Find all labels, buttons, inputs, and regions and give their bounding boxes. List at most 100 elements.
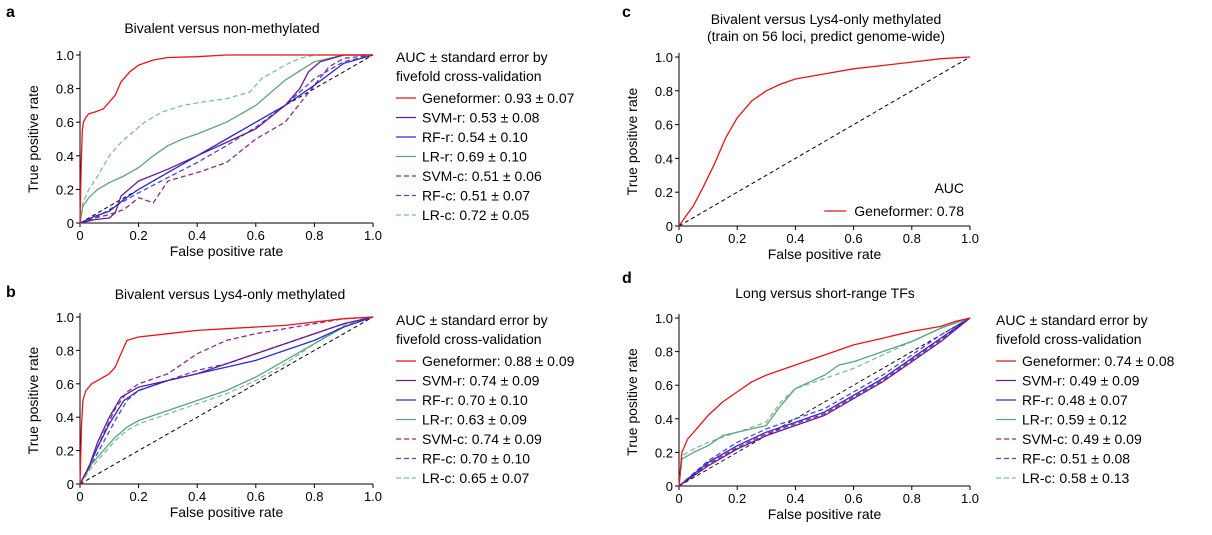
x-tick-label: 1.0 xyxy=(364,228,382,243)
chance-diagonal-line xyxy=(678,317,971,487)
x-tick-label: 0.2 xyxy=(130,489,148,504)
y-tick-label: 0 xyxy=(67,477,74,492)
legend-label: RF-r: 0.54 ± 0.10 xyxy=(422,129,528,145)
series-line-5 xyxy=(79,54,374,224)
x-tick-label: 0 xyxy=(675,491,682,506)
chart-subtitle: (train on 56 loci, predict genome-wide) xyxy=(707,28,945,44)
legend-label: SVM-c: 0.51 ± 0.06 xyxy=(422,168,542,184)
x-tick-label: 0.2 xyxy=(728,491,746,506)
y-tick-label: 1.0 xyxy=(56,310,74,325)
y-tick-label: 0.2 xyxy=(56,444,74,459)
x-tick-label: 0.4 xyxy=(786,491,804,506)
series-line-3 xyxy=(79,54,373,224)
legend-label: LR-c: 0.65 ± 0.07 xyxy=(422,470,530,486)
panel-d: d Long versus short-range TFs 0 0.2 0.4 0.6 0.… xyxy=(622,270,1175,522)
y-tick-label: 0 xyxy=(666,219,673,234)
panel-label-b: b xyxy=(6,284,16,301)
series-line-0 xyxy=(678,56,971,227)
legend-title: fivefold cross-validation xyxy=(396,68,542,84)
y-tick-label: 0.6 xyxy=(56,377,74,392)
legend-label: LR-r: 0.59 ± 0.12 xyxy=(1022,412,1127,428)
legend: AUC Geneformer: 0.78 xyxy=(824,180,964,219)
chart-title: Long versus short-range TFs xyxy=(735,285,915,301)
x-axis-label: False positive rate xyxy=(170,243,284,259)
y-tick-label: 0.4 xyxy=(56,410,74,425)
y-tick-label: 0 xyxy=(666,479,673,494)
x-tick-label: 1.0 xyxy=(364,489,382,504)
legend-title: AUC ± standard error by xyxy=(996,312,1148,328)
x-axis-label: False positive rate xyxy=(768,246,882,262)
series-line-1 xyxy=(678,317,971,487)
panel-a: a Bivalent versus non-methylated 0 0.2 0.4 0.… xyxy=(6,4,575,259)
y-tick-label: 0.2 xyxy=(655,445,673,460)
x-tick-label: 0.2 xyxy=(728,231,746,246)
x-tick-label: 1.0 xyxy=(961,491,979,506)
x-tick-label: 0.4 xyxy=(786,231,804,246)
y-tick-label: 0.2 xyxy=(56,182,74,197)
y-axis-label: True positive rate xyxy=(624,87,640,195)
y-tick-label: 0.8 xyxy=(56,343,74,358)
panel-label-d: d xyxy=(622,270,632,287)
x-tick-label: 0.6 xyxy=(247,489,265,504)
legend: AUC ± standard error by fivefold cross-va… xyxy=(396,49,575,223)
y-axis-label: True positive rate xyxy=(25,346,41,454)
legend-label: SVM-r: 0.74 ± 0.09 xyxy=(422,373,540,389)
x-tick-label: 0.4 xyxy=(188,489,206,504)
series-line-3 xyxy=(678,317,971,487)
legend-title: AUC ± standard error by xyxy=(396,49,548,65)
series-line-1 xyxy=(79,316,374,485)
legend-label: RF-c: 0.51 ± 0.08 xyxy=(1022,451,1130,467)
series-line-0 xyxy=(79,54,373,224)
legend-title: AUC ± standard error by xyxy=(396,312,548,328)
y-axis-label: True positive rate xyxy=(25,85,41,193)
legend-label: LR-c: 0.58 ± 0.13 xyxy=(1022,470,1130,486)
legend-title: fivefold cross-validation xyxy=(396,331,542,347)
chance-diagonal-line xyxy=(79,316,374,485)
panel-b: b Bivalent versus Lys4-only methylated 0 0.… xyxy=(6,284,575,520)
series-line-4 xyxy=(79,54,374,224)
legend-label: Geneformer: 0.93 ± 0.07 xyxy=(422,90,575,106)
legend-label: LR-r: 0.63 ± 0.09 xyxy=(422,412,527,428)
x-tick-label: 0.6 xyxy=(247,228,265,243)
y-tick-label: 0.6 xyxy=(655,118,673,133)
legend-label: SVM-c: 0.49 ± 0.09 xyxy=(1022,431,1142,447)
series-line-6 xyxy=(678,317,971,487)
series-line-2 xyxy=(678,317,971,487)
legend-label: RF-r: 0.48 ± 0.07 xyxy=(1022,392,1128,408)
y-tick-label: 1.0 xyxy=(655,311,673,326)
legend: AUC ± standard error by fivefold cross-va… xyxy=(996,312,1175,486)
chart-title: Bivalent versus Lys4-only methylated xyxy=(711,11,942,27)
series-line-5 xyxy=(678,317,971,487)
legend-label: SVM-c: 0.74 ± 0.09 xyxy=(422,431,542,447)
panel-label-a: a xyxy=(6,4,15,21)
series-line-0 xyxy=(678,317,971,487)
chance-diagonal-line xyxy=(678,56,971,227)
y-tick-label: 0.4 xyxy=(56,149,74,164)
series-line-4 xyxy=(678,317,971,487)
legend-title: fivefold cross-validation xyxy=(996,331,1142,347)
x-tick-label: 0.2 xyxy=(130,228,148,243)
y-tick-label: 0.6 xyxy=(655,378,673,393)
chart-title: Bivalent versus Lys4-only methylated xyxy=(115,286,346,302)
x-tick-label: 0 xyxy=(76,489,83,504)
legend-label: LR-r: 0.69 ± 0.10 xyxy=(422,149,527,165)
y-tick-label: 0.8 xyxy=(56,82,74,97)
x-tick-label: 0 xyxy=(76,228,83,243)
y-tick-label: 0.4 xyxy=(655,151,673,166)
x-tick-label: 0.8 xyxy=(305,489,323,504)
legend-title: AUC xyxy=(934,180,964,196)
x-tick-label: 0.8 xyxy=(903,231,921,246)
legend-label: SVM-r: 0.49 ± 0.09 xyxy=(1022,373,1140,389)
legend-label: RF-r: 0.70 ± 0.10 xyxy=(422,392,528,408)
legend: AUC ± standard error by fivefold cross-va… xyxy=(396,312,575,486)
y-tick-label: 0.8 xyxy=(655,84,673,99)
series-line-6 xyxy=(79,54,373,224)
y-tick-label: 1.0 xyxy=(56,48,74,63)
y-tick-label: 0.2 xyxy=(655,185,673,200)
x-tick-label: 0.6 xyxy=(845,231,863,246)
x-tick-label: 0.8 xyxy=(305,228,323,243)
y-tick-label: 0 xyxy=(67,216,74,231)
panel-label-c: c xyxy=(622,4,631,21)
legend-label: SVM-r: 0.53 ± 0.08 xyxy=(422,110,540,126)
